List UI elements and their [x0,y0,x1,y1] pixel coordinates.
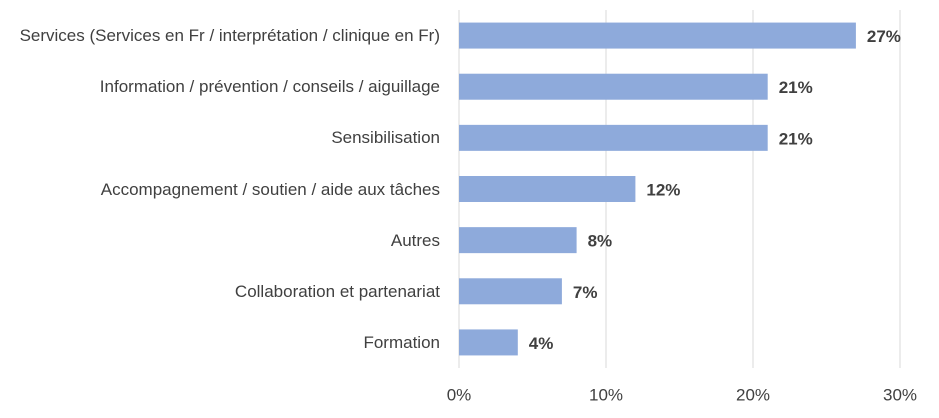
bar [459,176,636,202]
value-label: 27% [867,27,901,46]
x-tick-label: 30% [883,385,917,404]
value-label: 12% [646,180,680,199]
y-tick-label: Accompagnement / soutien / aide aux tâch… [100,179,440,199]
x-tick-label: 20% [736,385,770,404]
value-label: 8% [588,232,613,251]
x-tick-label: 10% [589,385,623,404]
bar [459,329,518,356]
value-label: 7% [573,283,598,302]
y-tick-label: Services (Services en Fr / interprétatio… [19,26,440,46]
y-tick-label: Formation [363,332,440,352]
y-tick-label: Collaboration et partenariat [234,281,440,301]
bar [459,124,768,151]
value-label: 4% [529,334,554,353]
y-tick-label: Autres [390,230,440,250]
bar [459,22,856,49]
bar [459,227,577,254]
y-tick-label: Information / prévention / conseils / ai… [99,77,440,97]
x-tick-label: 0% [447,385,472,404]
bar [459,278,562,305]
value-label: 21% [779,78,813,97]
bar [459,73,768,100]
value-label: 21% [779,129,813,148]
y-tick-label: Sensibilisation [331,128,440,148]
